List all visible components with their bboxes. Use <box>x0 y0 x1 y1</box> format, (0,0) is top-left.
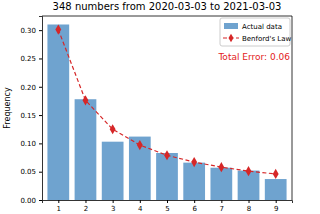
legend-swatch <box>224 23 238 29</box>
marker <box>273 169 279 179</box>
tick-mark <box>194 200 195 203</box>
tick-label: 0.20 <box>20 84 36 92</box>
y-axis: 0.00 0.05 0.10 0.15 0.20 0.25 0.30 <box>20 17 42 205</box>
tick: 9 <box>274 200 278 213</box>
bar <box>265 179 287 200</box>
tick-label: 1 <box>57 205 61 213</box>
tick-label: 0.25 <box>20 55 36 63</box>
marker <box>191 157 197 167</box>
tick-mark <box>39 115 42 116</box>
tick: 0.10 <box>20 140 42 148</box>
tick-mark <box>39 87 42 88</box>
bar <box>129 137 151 200</box>
tick: 1 <box>57 200 61 213</box>
marker <box>246 166 252 176</box>
tick: 4 <box>138 200 143 213</box>
tick: 8 <box>247 200 251 213</box>
plot-area <box>47 24 286 200</box>
tick: 0.00 <box>20 197 42 205</box>
chart: 348 numbers from 2020-03-03 to 2021-03-0… <box>0 0 320 214</box>
legend-label: Benford's Law <box>242 35 291 43</box>
tick-mark <box>113 200 114 203</box>
tick-mark <box>58 200 59 203</box>
tick-label: 2 <box>84 205 88 213</box>
tick: 0.30 <box>20 27 42 35</box>
marker <box>55 24 61 34</box>
frame <box>42 16 292 17</box>
tick-mark <box>221 200 222 203</box>
frame <box>292 16 293 200</box>
bar <box>75 99 97 200</box>
tick-label: 0.05 <box>20 168 36 176</box>
y-axis-title: Frequency <box>3 87 12 129</box>
bar <box>102 142 124 200</box>
tick-label: 3 <box>111 205 115 213</box>
tick-label: 4 <box>138 205 143 213</box>
axis-line <box>39 17 43 201</box>
tick-mark <box>85 200 86 203</box>
tick-label: 9 <box>274 205 278 213</box>
tick-label: 5 <box>165 205 169 213</box>
tick-mark <box>39 172 42 173</box>
tick-label: 7 <box>220 205 224 213</box>
tick-mark <box>276 200 277 203</box>
tick-label: 0.00 <box>20 197 36 205</box>
tick-label: 6 <box>192 205 197 213</box>
tick-mark <box>39 143 42 144</box>
legend-marker <box>228 34 233 43</box>
tick-mark <box>249 200 250 203</box>
legend-label: Actual data <box>242 23 282 31</box>
tick-mark <box>39 30 42 31</box>
tick-mark <box>39 58 42 59</box>
tick-label: 8 <box>247 205 251 213</box>
tick-mark <box>39 200 42 201</box>
marker <box>110 124 116 134</box>
tick-mark <box>140 200 141 203</box>
marker <box>137 140 143 150</box>
annotation: Total Error: 0.06 <box>217 52 290 62</box>
axis-line <box>43 201 293 204</box>
bar <box>210 168 232 200</box>
bar <box>183 163 205 200</box>
tick: 6 <box>192 200 197 213</box>
tick-mark <box>167 200 168 203</box>
marker <box>218 162 224 172</box>
tick-label: 0.30 <box>20 27 36 35</box>
tick: 0.20 <box>20 84 42 92</box>
legend: Actual data Benford's Law <box>220 18 291 46</box>
tick: 0.25 <box>20 55 42 63</box>
tick: 7 <box>220 200 224 213</box>
marker <box>164 150 170 160</box>
tick: 2 <box>84 200 88 213</box>
tick: 3 <box>111 200 115 213</box>
tick: 0.15 <box>20 112 42 120</box>
tick: 0.05 <box>20 168 42 176</box>
x-axis: 1 2 3 4 5 6 7 8 9 <box>43 200 293 213</box>
title: 348 numbers from 2020-03-03 to 2021-03-0… <box>53 1 282 12</box>
tick-label: 0.10 <box>20 140 36 148</box>
tick-label: 0.15 <box>20 112 36 120</box>
tick: 5 <box>165 200 169 213</box>
marker <box>83 95 89 105</box>
